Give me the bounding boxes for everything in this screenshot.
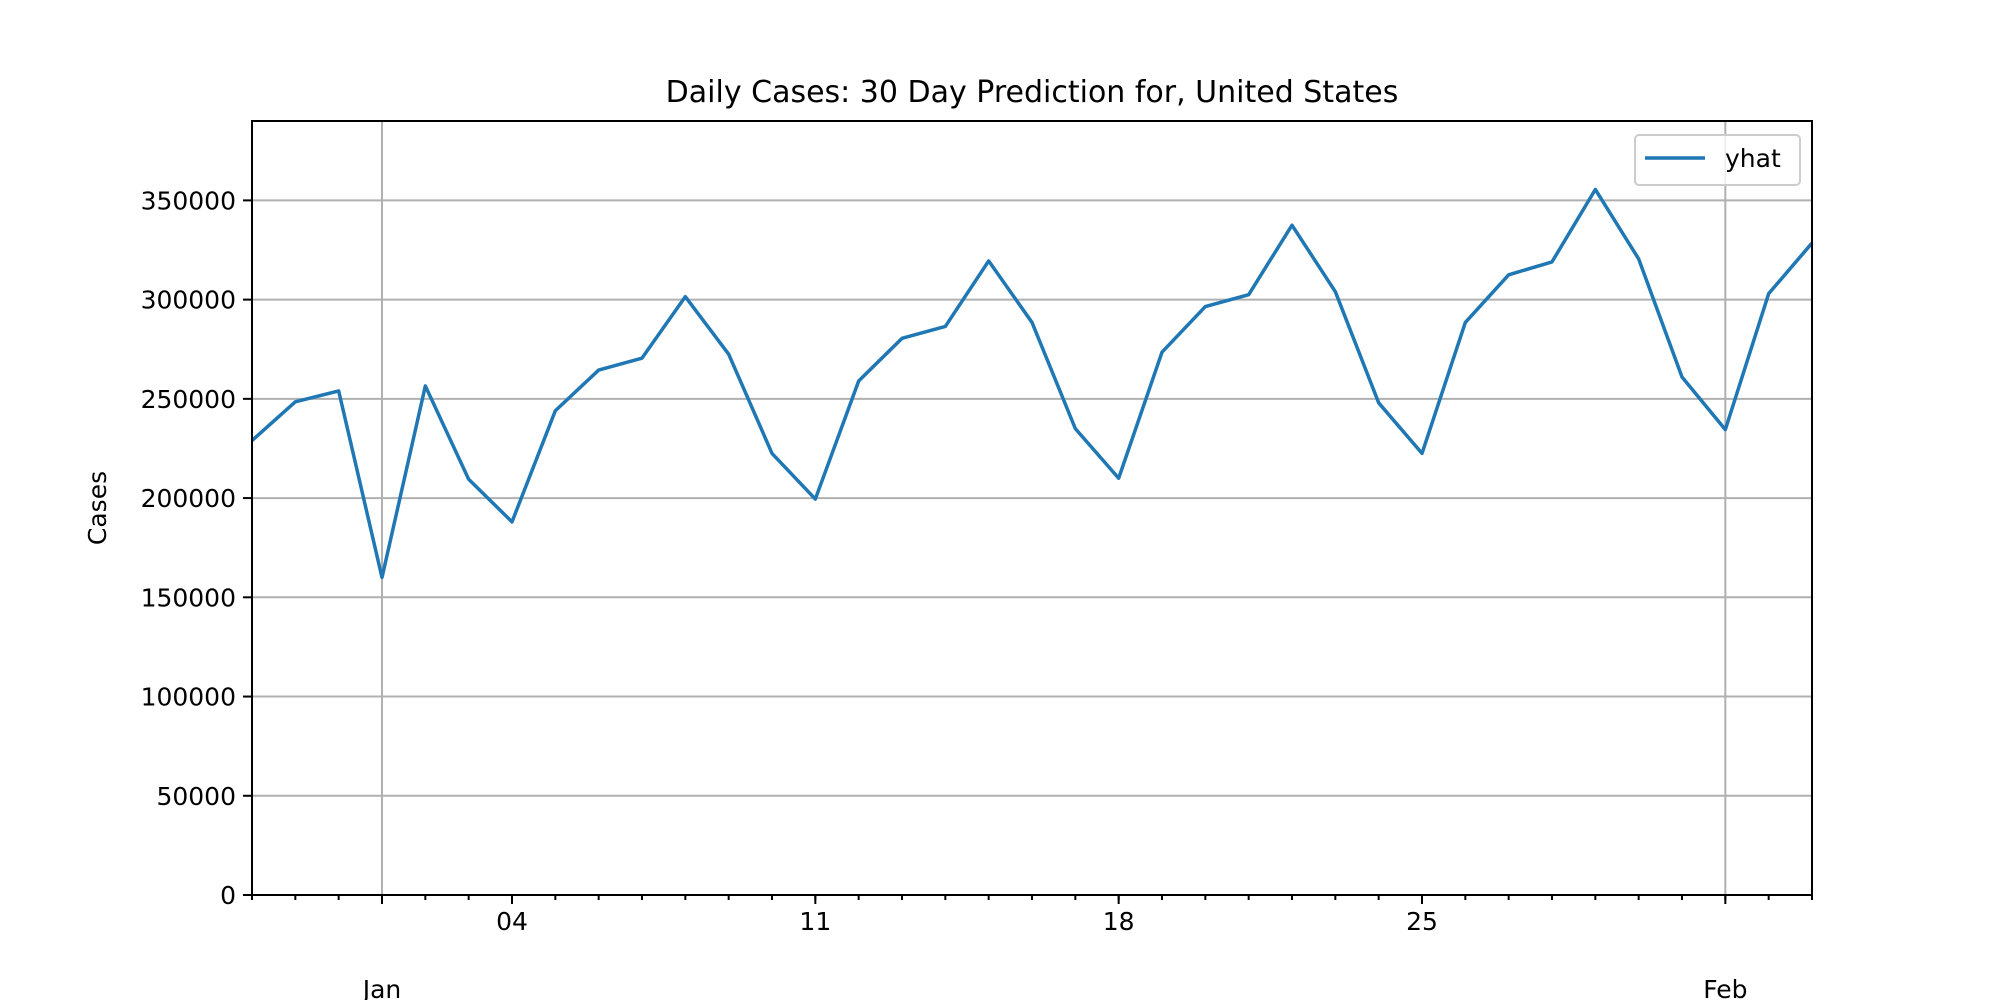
x-month-label: Feb bbox=[1703, 975, 1747, 1000]
plot-frame bbox=[251, 120, 1813, 896]
x-month-label: Jan bbox=[361, 975, 402, 1000]
y-tick-label: 350000 bbox=[141, 186, 236, 215]
y-tick-label: 250000 bbox=[141, 385, 236, 414]
x-tick-label: 11 bbox=[799, 907, 831, 936]
legend: yhat bbox=[1634, 134, 1801, 186]
x-tick-label: 18 bbox=[1103, 907, 1135, 936]
y-axis-label: Cases bbox=[83, 471, 112, 545]
grid-layer bbox=[252, 121, 1812, 896]
y-tick-label: 0 bbox=[220, 881, 236, 910]
y-tick-label: 300000 bbox=[141, 286, 236, 315]
legend-label-yhat: yhat bbox=[1725, 144, 1781, 173]
y-tick-label: 100000 bbox=[141, 683, 236, 712]
y-tick-label: 150000 bbox=[141, 583, 236, 612]
x-tick-label: 25 bbox=[1406, 907, 1438, 936]
legend-box bbox=[1634, 134, 1801, 186]
tick-layer: 0 50000 100000 150000 200000 250000 300000 3500… bbox=[141, 186, 1813, 1000]
series-layer bbox=[250, 187, 1814, 580]
chart-title: Daily Cases: 30 Day Prediction for, Unit… bbox=[666, 75, 1399, 110]
y-tick-label: 50000 bbox=[156, 782, 236, 811]
x-tick-label: 04 bbox=[496, 907, 528, 936]
y-tick-label: 200000 bbox=[141, 484, 236, 513]
series-line-yhat bbox=[250, 187, 1814, 580]
